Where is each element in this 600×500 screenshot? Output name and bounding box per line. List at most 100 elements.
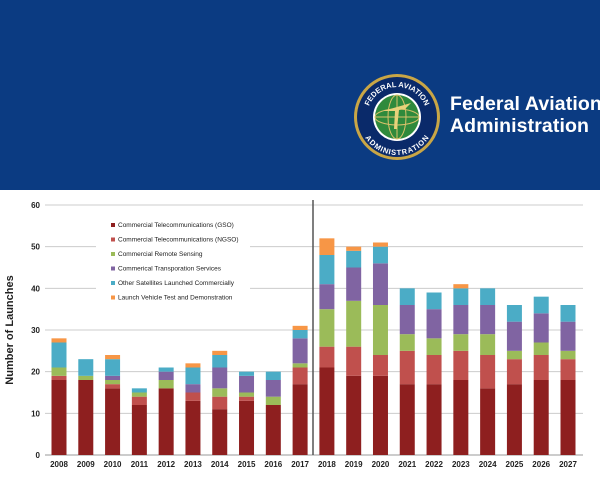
bar-segment-2010-s3 [105, 375, 121, 380]
bar-segment-2010-s5 [105, 355, 121, 360]
bar-segment-2018-s4 [319, 255, 335, 285]
bar-segment-2012-s0 [158, 388, 174, 455]
legend-label: Commercial Remote Sensing [118, 251, 203, 258]
bar-segment-2010-s1 [105, 384, 121, 389]
bar-segment-2015-s3 [239, 375, 255, 393]
header-title-line2: Administration [450, 115, 589, 137]
x-tick-label: 2009 [77, 460, 95, 469]
y-tick-label: 30 [31, 326, 40, 335]
bar-segment-2027-s2 [560, 350, 576, 360]
legend-label: Other Satellites Launched Commercially [118, 280, 235, 287]
bar-segment-2016-s3 [265, 380, 281, 397]
bar-segment-2021-s2 [399, 334, 415, 351]
bar-segment-2026-s1 [533, 355, 549, 380]
bar-segment-2023-s0 [453, 380, 469, 455]
bar-segment-2021-s0 [399, 384, 415, 455]
bar-segment-2025-s3 [506, 321, 522, 351]
bar-segment-2014-s4 [212, 355, 228, 368]
bar-segment-2027-s0 [560, 380, 576, 455]
legend-swatch [111, 295, 115, 300]
bar-segment-2023-s4 [453, 288, 469, 305]
bar-segment-2015-s2 [239, 392, 255, 397]
bar-segment-2009-s2 [78, 375, 94, 380]
bar-segment-2019-s2 [346, 300, 362, 347]
y-tick-label: 40 [31, 284, 40, 293]
bar-segment-2012-s4 [158, 367, 174, 372]
bar-segment-2020-s3 [372, 263, 388, 305]
bar-segment-2014-s0 [212, 409, 228, 455]
bar-segment-2011-s1 [131, 396, 147, 405]
x-tick-label: 2010 [104, 460, 122, 469]
x-tick-label: 2013 [184, 460, 202, 469]
bar-segment-2015-s0 [239, 400, 255, 455]
bar-segment-2021-s1 [399, 350, 415, 385]
bar-segment-2020-s4 [372, 246, 388, 264]
bar-segment-2008-s1 [51, 375, 67, 380]
bar-segment-2016-s0 [265, 405, 281, 455]
bar-segment-2013-s3 [185, 384, 201, 393]
bar-segment-2016-s4 [265, 371, 281, 380]
legend-label: Commercial Telecommunications (GSO) [118, 222, 234, 229]
bar-segment-2017-s1 [292, 367, 308, 385]
x-tick-label: 2024 [479, 460, 497, 469]
bar-segment-2018-s0 [319, 367, 335, 455]
faa-header: FEDERAL AVIATION ADMINISTRATION Federal … [0, 0, 600, 190]
y-tick-label: 20 [31, 368, 40, 377]
bar-segment-2018-s1 [319, 346, 335, 368]
bar-segment-2018-s3 [319, 284, 335, 310]
bar-segment-2014-s5 [212, 350, 228, 355]
bar-segment-2020-s2 [372, 305, 388, 355]
x-tick-label: 2026 [532, 460, 550, 469]
bar-segment-2017-s2 [292, 363, 308, 368]
y-tick-label: 10 [31, 409, 40, 418]
bar-segment-2022-s4 [426, 292, 442, 310]
bar-segment-2017-s5 [292, 325, 308, 330]
faa-seal-logo: FEDERAL AVIATION ADMINISTRATION [354, 74, 440, 160]
bar-segment-2027-s4 [560, 305, 576, 322]
y-tick-label: 50 [31, 243, 40, 252]
x-tick-label: 2025 [506, 460, 524, 469]
bar-segment-2009-s4 [78, 359, 94, 376]
x-tick-label: 2023 [452, 460, 470, 469]
bar-segment-2008-s0 [51, 380, 67, 455]
x-tick-label: 2020 [372, 460, 390, 469]
bar-segment-2010-s0 [105, 388, 121, 455]
bar-segment-2014-s2 [212, 388, 228, 397]
bar-segment-2013-s1 [185, 392, 201, 401]
bar-segment-2023-s1 [453, 350, 469, 380]
x-tick-label: 2012 [157, 460, 175, 469]
bar-segment-2019-s5 [346, 246, 362, 251]
legend-label: Commerical Transporation Services [118, 266, 222, 273]
bar-segment-2019-s4 [346, 250, 362, 268]
y-tick-label: 60 [31, 201, 40, 210]
bar-segment-2026-s3 [533, 313, 549, 343]
bar-segment-2026-s0 [533, 380, 549, 455]
bar-segment-2013-s5 [185, 363, 201, 368]
legend-label: Commercial Telecommunications (NGSO) [118, 237, 239, 244]
bar-segment-2014-s1 [212, 396, 228, 410]
bar-segment-2010-s4 [105, 359, 121, 376]
bar-segment-2027-s3 [560, 321, 576, 351]
x-tick-label: 2022 [425, 460, 443, 469]
x-tick-label: 2019 [345, 460, 363, 469]
legend-swatch [111, 281, 115, 285]
bar-segment-2022-s2 [426, 338, 442, 355]
bar-segment-2024-s2 [480, 334, 496, 355]
bar-segment-2022-s1 [426, 355, 442, 385]
bar-segment-2026-s2 [533, 342, 549, 355]
bar-segment-2012-s2 [158, 380, 174, 389]
bar-segment-2025-s4 [506, 305, 522, 322]
header-title-line1: Federal Aviation [450, 93, 600, 115]
bar-segment-2027-s1 [560, 359, 576, 380]
bar-segment-2019-s3 [346, 267, 362, 301]
bar-segment-2018-s5 [319, 238, 335, 255]
bar-segment-2025-s1 [506, 359, 522, 385]
bar-segment-2025-s0 [506, 384, 522, 455]
bar-segment-2013-s4 [185, 367, 201, 385]
bar-segment-2021-s4 [399, 288, 415, 305]
bar-segment-2020-s1 [372, 355, 388, 376]
bar-segment-2024-s3 [480, 305, 496, 335]
bar-segment-2024-s4 [480, 288, 496, 305]
legend-swatch [111, 252, 115, 256]
bar-segment-2008-s5 [51, 338, 67, 343]
